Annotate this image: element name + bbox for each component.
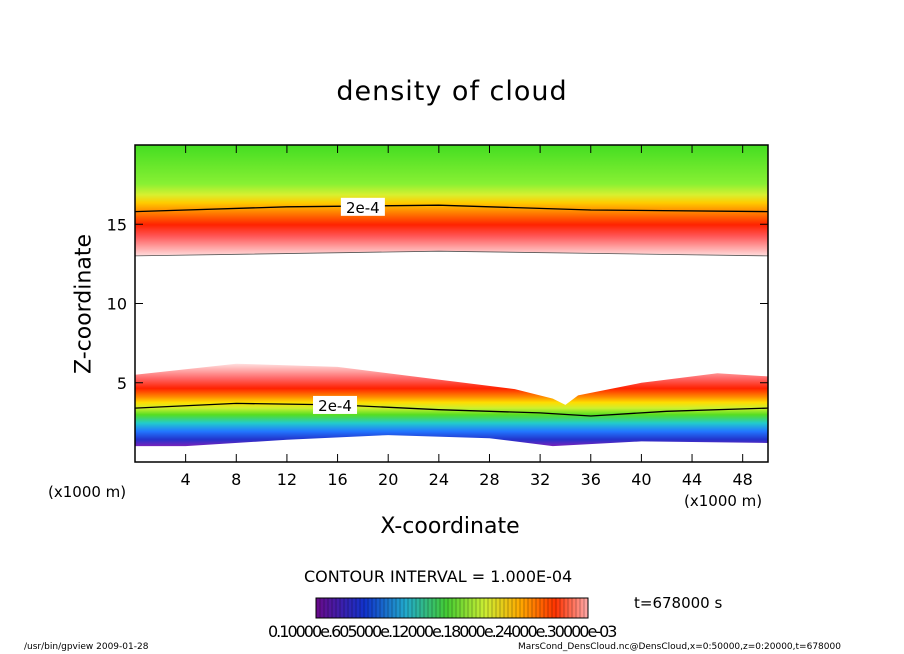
colorbar-labels: 0.10000e.605000e.12000e.18000e.24000e.30… (268, 622, 617, 641)
y-tick-label-5: 5 (117, 374, 127, 393)
x-tick-label-36: 36 (581, 470, 601, 489)
density-field (134, 145, 769, 447)
colorbar (315, 597, 589, 619)
y-tick-label-15: 15 (107, 215, 127, 234)
x-tick-label-8: 8 (231, 470, 241, 489)
x-axis-label: X-coordinate (380, 514, 520, 539)
x-tick-label-20: 20 (378, 470, 398, 489)
chart-title: density of cloud (336, 76, 568, 107)
x-tick-label-16: 16 (327, 470, 347, 489)
x-tick-label-32: 32 (530, 470, 550, 489)
footer-left: /usr/bin/gpview 2009-01-28 (24, 642, 149, 652)
x-tick-label-44: 44 (682, 470, 702, 489)
upper-contour-label: 2e-4 (346, 199, 380, 217)
y-axis-label: Z-coordinate (71, 234, 97, 374)
upper-contour-line (134, 204, 769, 213)
x-tick-label-28: 28 (479, 470, 499, 489)
x-tick-label-24: 24 (429, 470, 449, 489)
upper-contour-label-bg (340, 197, 385, 216)
x-unit-label-left: (x1000 m) (48, 483, 127, 501)
y-tick-label-10: 10 (107, 295, 127, 314)
time-label: t=678000 s (634, 594, 723, 612)
x-unit-label-right: (x1000 m) (684, 492, 763, 510)
upper-cloud-layer (135, 145, 768, 256)
x-tick-label-40: 40 (631, 470, 651, 489)
x-tick-label-4: 4 (181, 470, 191, 489)
upper-layer-base-line (134, 250, 769, 257)
x-tick-label-48: 48 (733, 470, 753, 489)
lower-contour-label-bg (313, 395, 358, 414)
footer-right: MarsCond_DensCloud.nc@DensCloud,x=0:5000… (518, 642, 841, 652)
contour-lines: 2e-4 2e-4 (134, 197, 769, 417)
contour-interval-label: CONTOUR INTERVAL = 1.000E-04 (304, 567, 573, 586)
lower-contour-line (134, 402, 769, 417)
lower-contour-label: 2e-4 (318, 397, 352, 415)
x-tick-label-12: 12 (277, 470, 297, 489)
lower-cloud-layer (135, 363, 768, 447)
